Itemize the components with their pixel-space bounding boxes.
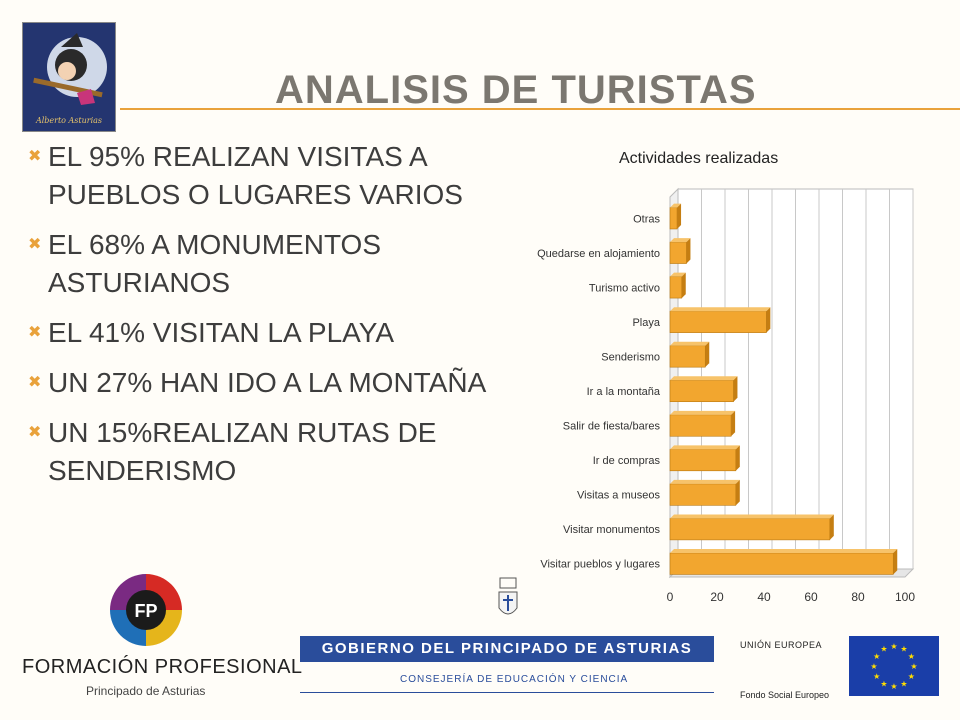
blog-logo-text: Alberto Asturias bbox=[35, 116, 102, 125]
bar-side-face bbox=[686, 238, 691, 264]
fp-logo-icon: FP bbox=[110, 574, 182, 646]
eu-star-icon: ★ bbox=[880, 679, 887, 688]
bullet-item: ✖ UN 15%REALIZAN RUTAS DE SENDERISMO bbox=[28, 414, 528, 490]
bar-top-face bbox=[670, 514, 834, 519]
eu-star-icon: ★ bbox=[908, 672, 915, 681]
eu-star-icon: ★ bbox=[890, 642, 897, 651]
bar-side-face bbox=[766, 307, 771, 333]
eu-star-icon: ★ bbox=[910, 662, 917, 671]
witch-logo-icon: Alberto Asturias bbox=[23, 23, 115, 131]
bullet-list: ✖ EL 95% REALIZAN VISITAS A PUEBLOS O LUG… bbox=[28, 138, 528, 502]
bar bbox=[669, 552, 894, 575]
eu-flag-field bbox=[849, 636, 939, 696]
bullet-item: ✖ EL 95% REALIZAN VISITAS A PUEBLOS O LUG… bbox=[28, 138, 528, 214]
bar-top-face bbox=[670, 203, 682, 208]
category-label: Ir a la montaña bbox=[587, 386, 661, 398]
bar bbox=[669, 207, 678, 230]
bar-side-face bbox=[829, 514, 834, 540]
fp-logo-letters: FP bbox=[134, 601, 157, 621]
x-tick-label: 100 bbox=[895, 590, 915, 604]
bullet-text: EL 41% VISITAN LA PLAYA bbox=[48, 317, 395, 348]
x-bullet-icon: ✖ bbox=[28, 374, 42, 391]
bar-top-face bbox=[670, 238, 691, 243]
bar-side-face bbox=[893, 549, 898, 575]
bar-side-face bbox=[731, 410, 736, 437]
gov-banner: GOBIERNO DEL PRINCIPADO DE ASTURIAS bbox=[300, 636, 714, 662]
bullet-text: UN 27% HAN IDO A LA MONTAÑA bbox=[48, 367, 487, 398]
bar-top-face bbox=[670, 549, 898, 554]
bullet-item: ✖ UN 27% HAN IDO A LA MONTAÑA bbox=[28, 364, 528, 402]
x-tick-label: 0 bbox=[667, 590, 674, 604]
bullet-item: ✖ EL 41% VISITAN LA PLAYA bbox=[28, 314, 528, 352]
eu-star-icon: ★ bbox=[873, 652, 880, 661]
x-bullet-icon: ✖ bbox=[28, 424, 42, 441]
bar-top-face bbox=[670, 410, 736, 415]
category-label: Playa bbox=[632, 317, 660, 329]
bar-side-face bbox=[705, 341, 710, 368]
bar-side-face bbox=[677, 203, 682, 229]
bullet-text: EL 68% A MONUMENTOS ASTURIANOS bbox=[48, 229, 381, 298]
x-bullet-icon: ✖ bbox=[28, 148, 42, 165]
bar-chart: 0 20 40 60 80 100 Otras Quedarse en alojamiento… bbox=[537, 187, 915, 604]
fp-subtitle: Principado de Asturias bbox=[86, 684, 206, 698]
eu-star-icon: ★ bbox=[890, 682, 897, 691]
eu-subtitle: Fondo Social Europeo bbox=[740, 690, 830, 700]
bar-top-face bbox=[670, 479, 740, 484]
category-label: Ir de compras bbox=[593, 455, 661, 467]
bar-top-face bbox=[670, 341, 710, 346]
x-tick-label: 80 bbox=[851, 590, 865, 604]
bar bbox=[669, 345, 706, 368]
category-label: Visitar pueblos y lugares bbox=[540, 559, 660, 571]
bullet-text: UN 15%REALIZAN RUTAS DE SENDERISMO bbox=[48, 417, 437, 486]
x-tick-label: 40 bbox=[757, 590, 771, 604]
category-label: Otras bbox=[633, 213, 660, 225]
eu-star-icon: ★ bbox=[873, 672, 880, 681]
x-tick-label: 60 bbox=[804, 590, 818, 604]
eu-star-icon: ★ bbox=[908, 652, 915, 661]
eu-flag-icon: ★★★★★★★★★ ★ ★★ bbox=[849, 636, 939, 696]
bar bbox=[669, 483, 737, 506]
x-tick-label: 20 bbox=[710, 590, 724, 604]
bullet-item: ✖ EL 68% A MONUMENTOS ASTURIANOS bbox=[28, 226, 528, 302]
category-label: Quedarse en alojamiento bbox=[537, 248, 660, 260]
bar-top-face bbox=[670, 272, 686, 277]
gov-subtitle: CONSEJERÍA DE EDUCACIÓN Y CIENCIA bbox=[400, 674, 629, 685]
x-bullet-icon: ✖ bbox=[28, 324, 42, 341]
eu-star-icon: ★ bbox=[870, 662, 877, 671]
gov-divider bbox=[300, 692, 714, 693]
category-label: Salir de fiesta/bares bbox=[563, 421, 661, 433]
bullet-text: EL 95% REALIZAN VISITAS A PUEBLOS O LUGA… bbox=[48, 141, 463, 210]
eu-title: UNIÓN EUROPEA bbox=[740, 640, 823, 650]
bar-top-face bbox=[670, 307, 771, 312]
bar bbox=[669, 518, 831, 541]
bar bbox=[669, 449, 737, 472]
bar-side-face bbox=[681, 272, 686, 299]
bar-side-face bbox=[735, 445, 740, 471]
blog-logo: Alberto Asturias bbox=[22, 22, 116, 132]
slide-title: ANALISIS DE TURISTAS bbox=[275, 68, 757, 112]
eu-star-icon: ★ bbox=[880, 645, 887, 654]
chart-title: Actividades realizadas bbox=[619, 150, 779, 167]
category-label: Turismo activo bbox=[589, 282, 660, 294]
bar-side-face bbox=[735, 479, 740, 506]
category-label: Visitar monumentos bbox=[563, 524, 661, 536]
title-underline bbox=[120, 108, 960, 110]
eu-star-icon: ★ bbox=[900, 645, 907, 654]
bar bbox=[669, 414, 732, 437]
bar bbox=[669, 276, 683, 299]
bar bbox=[669, 310, 767, 333]
x-bullet-icon: ✖ bbox=[28, 236, 42, 253]
bar bbox=[669, 241, 687, 264]
bar-top-face bbox=[670, 445, 740, 450]
bar bbox=[669, 379, 734, 403]
bar-top-face bbox=[670, 376, 738, 381]
category-label: Senderismo bbox=[601, 351, 660, 363]
category-label: Visitas a museos bbox=[577, 490, 660, 502]
asturias-crest-icon bbox=[498, 577, 518, 615]
eu-star-icon: ★ bbox=[900, 679, 907, 688]
fp-title: FORMACIÓN PROFESIONAL bbox=[22, 656, 303, 678]
bar-side-face bbox=[733, 376, 738, 402]
